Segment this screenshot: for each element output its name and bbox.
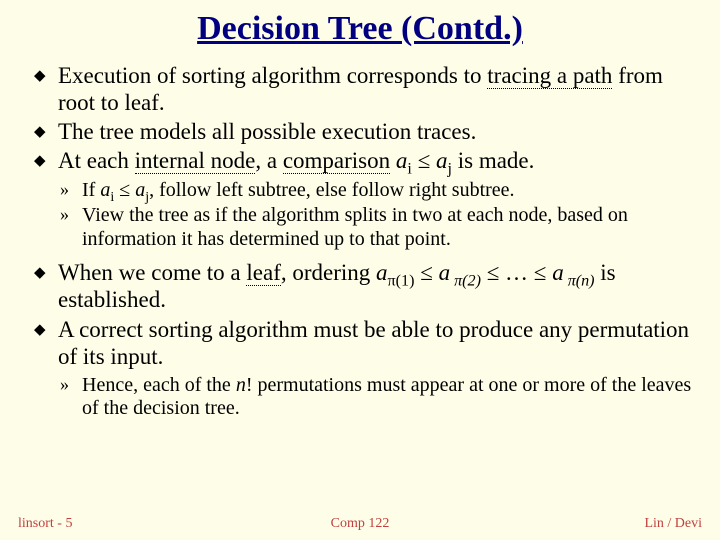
bullet-1: Execution of sorting algorithm correspon… [32,62,694,116]
text: , a [255,148,282,173]
text: a [439,260,451,285]
text: a [376,260,388,285]
text: Hence, each of the [82,374,236,396]
sub-bullet-list-2: Hence, each of the n! permutations must … [58,374,694,421]
sub: π(2) [450,273,481,290]
slide-content: Execution of sorting algorithm correspon… [0,62,720,421]
text: a [390,148,407,173]
sub: π(n) [564,273,595,290]
sub-bullet-2: View the tree as if the algorithm splits… [58,204,694,251]
bullet-3: At each internal node, a comparison ai ≤… [32,147,694,251]
text: If [82,179,100,201]
sub: π(1) [388,273,415,290]
footer-center: Comp 122 [331,516,390,532]
emph-leaf: leaf [246,260,280,286]
emph-comparison: comparison [283,148,390,174]
text: n [236,374,246,396]
emph-tracing-path: tracing a path [487,63,612,89]
text: , follow left subtree, else follow right… [149,179,514,201]
text: Execution of sorting algorithm correspon… [58,63,487,88]
footer-left: linsort - 5 [18,516,72,532]
slide-footer: linsort - 5 Comp 122 Lin / Devi [0,516,720,532]
text: a [100,179,110,201]
sub-bullet-1: If ai ≤ aj, follow left subtree, else fo… [58,179,694,203]
footer-right: Lin / Devi [644,516,702,532]
text: When we come to a [58,260,246,285]
emph-internal-node: internal node [135,148,256,174]
text: ≤ a [412,148,448,173]
text: ≤ [414,260,438,285]
text: a [135,179,145,201]
main-bullet-list: Execution of sorting algorithm correspon… [32,62,694,421]
text: a [552,260,564,285]
text: , ordering [281,260,376,285]
text: is made. [452,148,534,173]
slide-title: Decision Tree (Contd.) [0,0,720,62]
sub-bullet-3: Hence, each of the n! permutations must … [58,374,694,421]
sub-bullet-list-1: If ai ≤ aj, follow left subtree, else fo… [58,179,694,252]
bullet-2: The tree models all possible execution t… [32,118,694,145]
text: At each [58,148,135,173]
text: ≤ [114,179,135,201]
bullet-5: A correct sorting algorithm must be able… [32,316,694,421]
text: A correct sorting algorithm must be able… [58,317,689,369]
bullet-4: When we come to a leaf, ordering aπ(1) ≤… [32,259,694,313]
text: ≤ … ≤ [481,260,552,285]
